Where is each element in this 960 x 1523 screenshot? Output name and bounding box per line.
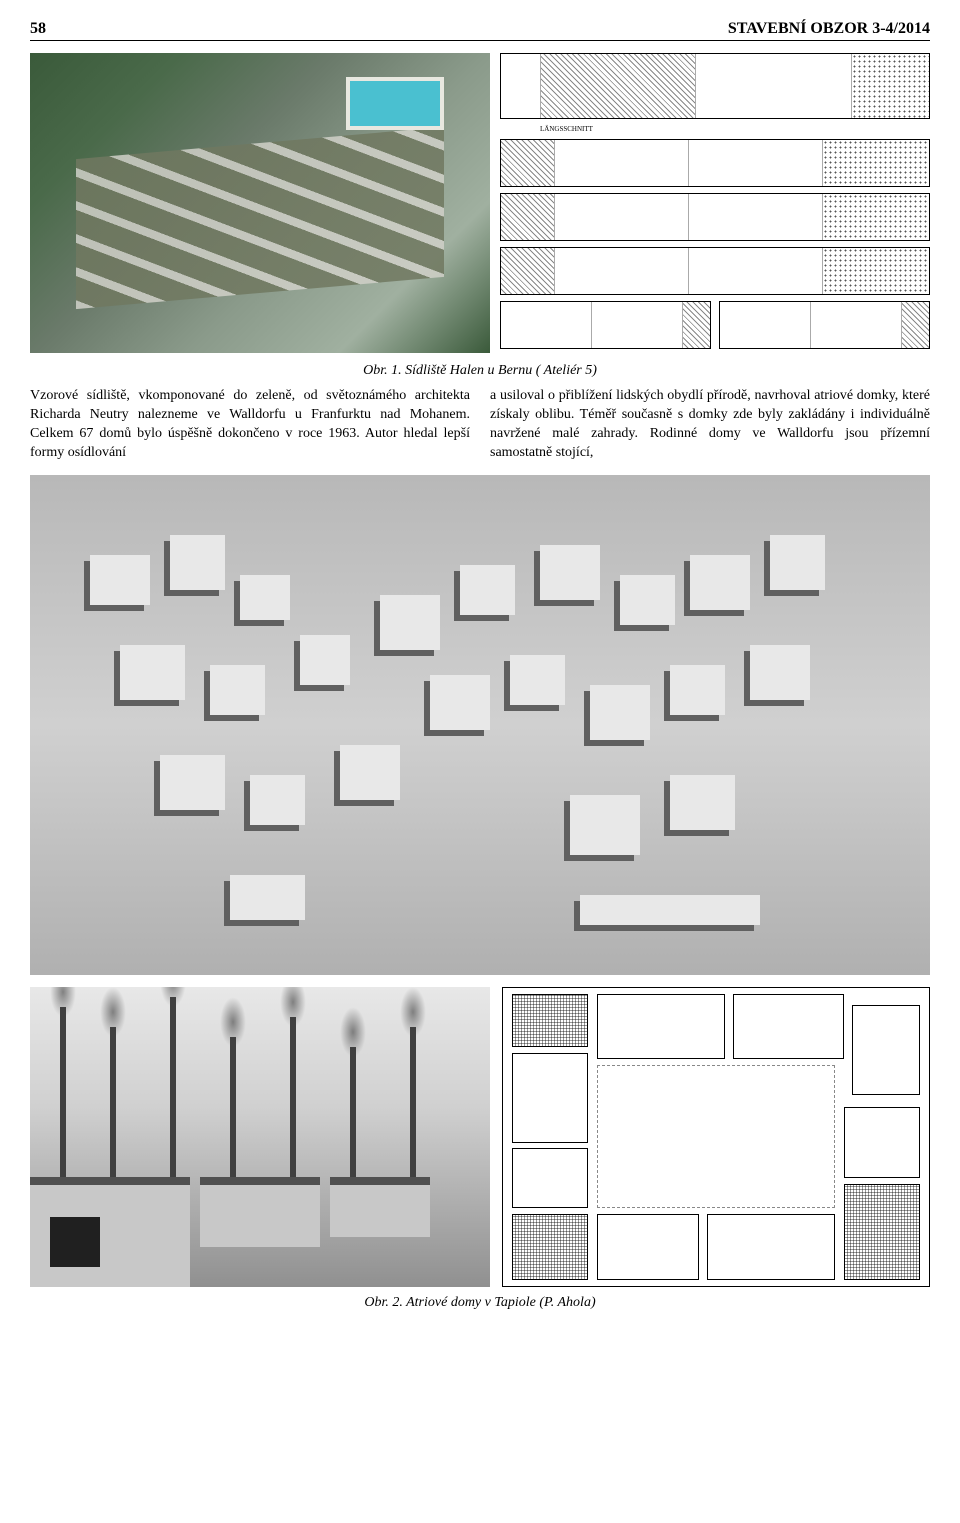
figure-1-caption: Obr. 1. Sídliště Halen u Bernu ( Ateliér…	[30, 363, 930, 379]
tapiola-photo	[30, 987, 490, 1287]
page: 58 STAVEBNÍ OBZOR 3-4/2014 LÄNGSSCHNITT	[0, 0, 960, 1331]
page-number: 58	[30, 20, 46, 38]
section-label: LÄNGSSCHNITT	[500, 125, 930, 133]
journal-title: STAVEBNÍ OBZOR 3-4/2014	[728, 20, 930, 38]
floor-plan-row-2	[500, 193, 930, 241]
aerial-photo-halen	[30, 53, 490, 353]
figure-1-group: LÄNGSSCHNITT	[30, 53, 930, 353]
body-column-right: a usiloval o přiblížení lidských obydlí …	[490, 387, 930, 463]
body-text: Vzorové sídliště, vkomponované do zeleně…	[30, 387, 930, 463]
figure-2-group	[30, 987, 930, 1287]
running-header: 58 STAVEBNÍ OBZOR 3-4/2014	[30, 20, 930, 41]
model-photo	[30, 475, 930, 975]
tapiola-floorplan	[502, 987, 930, 1287]
figure-2-caption: Obr. 2. Atriové domy v Tapiole (P. Ahola…	[30, 1295, 930, 1311]
floor-plan-row-4	[500, 301, 930, 349]
section-elevation	[500, 53, 930, 119]
floor-plan-row-3	[500, 247, 930, 295]
body-column-left: Vzorové sídliště, vkomponované do zeleně…	[30, 387, 470, 463]
architectural-plans: LÄNGSSCHNITT	[500, 53, 930, 353]
floor-plan-row-1	[500, 139, 930, 187]
